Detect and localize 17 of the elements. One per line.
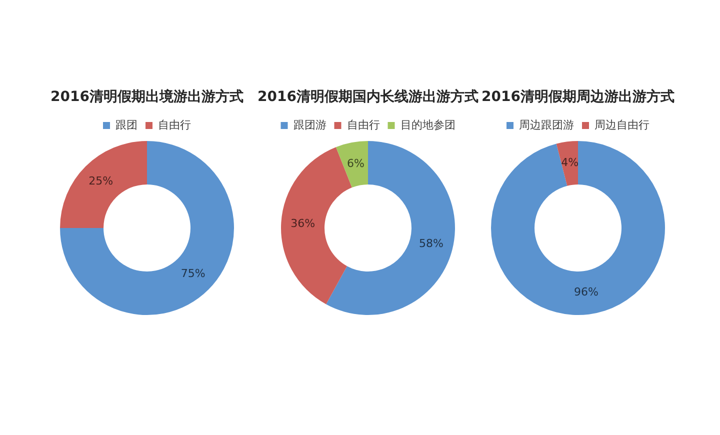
data-label: 25% [88,174,114,188]
legend-label: 周边跟团游 [519,118,574,132]
legend-label: 周边自由行 [594,118,650,132]
data-label: 75% [180,267,206,280]
legend-label: 跟团 [116,118,138,132]
data-label: 6% [347,156,364,170]
data-label: 58% [418,237,444,250]
data-label: 4% [561,156,579,170]
data-label: 96% [574,286,598,299]
legend-label: 自由行 [158,118,191,132]
legend-label: 自由行 [346,118,380,132]
chart-title: 2016清明假期国内长线游出游方式 [258,89,478,105]
legend-label: 目的地参团 [400,118,456,132]
chart-title: 2016清明假期出境游出游方式 [50,89,244,105]
data-label: 36% [290,216,316,230]
chart-title: 2016清明假期周边游出游方式 [482,89,674,105]
legend-label: 跟团游 [293,118,326,132]
